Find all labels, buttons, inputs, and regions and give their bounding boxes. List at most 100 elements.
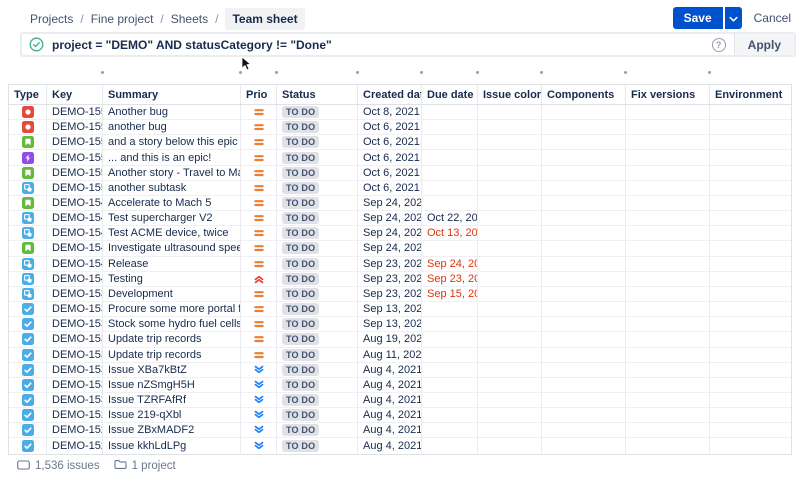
cell-due-date[interactable]: Oct 22, 2021	[422, 211, 478, 226]
cell-issue-color[interactable]	[478, 271, 542, 286]
cell-key[interactable]: DEMO-1538	[47, 302, 103, 317]
cell-priority[interactable]	[241, 438, 277, 454]
cell-issue-color[interactable]	[478, 105, 542, 120]
cell-priority[interactable]	[241, 302, 277, 317]
cell-status[interactable]: TO DO	[277, 392, 358, 408]
cell-type[interactable]	[9, 211, 47, 226]
cell-components[interactable]	[542, 180, 626, 195]
cell-key[interactable]: DEMO-1527	[47, 438, 103, 454]
cell-due-date[interactable]	[422, 180, 478, 195]
cell-issue-color[interactable]	[478, 438, 542, 454]
cell-components[interactable]	[542, 377, 626, 392]
cell-components[interactable]	[542, 105, 626, 120]
cell-key[interactable]: DEMO-1552	[47, 150, 103, 165]
cell-priority[interactable]	[241, 286, 277, 302]
cell-fix-versions[interactable]	[626, 362, 710, 377]
cell-issue-color[interactable]	[478, 180, 542, 195]
cell-fix-versions[interactable]	[626, 150, 710, 165]
cell-issue-color[interactable]	[478, 241, 542, 256]
cell-key[interactable]: DEMO-1550	[47, 180, 103, 195]
cell-priority[interactable]	[241, 211, 277, 226]
cell-environment[interactable]	[710, 135, 793, 149]
cell-components[interactable]	[542, 150, 626, 165]
cell-summary[interactable]: Investigate ultrasound speedometer !	[103, 241, 241, 256]
cell-due-date[interactable]	[422, 377, 478, 392]
cell-due-date[interactable]	[422, 408, 478, 423]
cell-status[interactable]: TO DO	[277, 150, 358, 165]
cell-summary[interactable]: Issue nZSmgH5H	[103, 377, 241, 392]
jql-query-input[interactable]: project = "DEMO" AND statusCategory != "…	[52, 37, 332, 52]
cell-due-date[interactable]	[422, 362, 478, 377]
cell-summary[interactable]: Issue TZRFAfRf	[103, 392, 241, 408]
cell-summary[interactable]: Another story - Travel to Mars, quic...	[103, 165, 241, 180]
question-circle-icon[interactable]: ?	[711, 37, 726, 52]
cell-status[interactable]: TO DO	[277, 165, 358, 180]
column-header-issue-color[interactable]: Issue color	[478, 85, 542, 104]
cell-components[interactable]	[542, 226, 626, 241]
cell-environment[interactable]	[710, 287, 793, 301]
cell-due-date[interactable]	[422, 438, 478, 454]
cell-fix-versions[interactable]	[626, 271, 710, 286]
cell-summary[interactable]: Issue XBa7kBtZ	[103, 362, 241, 377]
cell-summary[interactable]: Development	[103, 286, 241, 302]
cell-created-date[interactable]: Oct 6, 2021	[358, 120, 422, 135]
column-resize-handle[interactable]	[539, 71, 543, 74]
cell-summary[interactable]: Issue 219-qXbl	[103, 408, 241, 423]
cell-created-date[interactable]: Sep 24, 2021	[358, 241, 422, 256]
cell-status[interactable]: TO DO	[277, 438, 358, 454]
cell-fix-versions[interactable]	[626, 180, 710, 195]
column-resize-handle[interactable]	[419, 71, 423, 74]
cell-components[interactable]	[542, 120, 626, 135]
cell-key[interactable]: DEMO-1531	[47, 377, 103, 392]
cell-fix-versions[interactable]	[626, 226, 710, 241]
column-header-summary[interactable]: Summary	[103, 85, 241, 104]
cell-due-date[interactable]: Sep 15, 2021	[422, 286, 478, 302]
breadcrumb-current[interactable]: Team sheet	[225, 8, 305, 30]
cell-type[interactable]	[9, 120, 47, 135]
cell-key[interactable]: DEMO-1547	[47, 195, 103, 211]
cell-due-date[interactable]: Sep 24, 2021	[422, 256, 478, 271]
cell-created-date[interactable]: Oct 6, 2021	[358, 180, 422, 195]
cell-issue-color[interactable]	[478, 135, 542, 150]
cell-status[interactable]: TO DO	[277, 408, 358, 423]
cell-status[interactable]: TO DO	[277, 135, 358, 150]
cell-due-date[interactable]	[422, 392, 478, 408]
cell-environment[interactable]	[710, 166, 793, 180]
cell-status[interactable]: TO DO	[277, 302, 358, 317]
column-resize-handle[interactable]	[274, 71, 278, 74]
cell-environment[interactable]	[710, 363, 793, 377]
cell-type[interactable]	[9, 135, 47, 150]
cell-priority[interactable]	[241, 120, 277, 135]
column-header-created-date[interactable]: Created date	[358, 85, 422, 104]
cell-issue-color[interactable]	[478, 423, 542, 438]
cell-components[interactable]	[542, 347, 626, 362]
column-header-key[interactable]: Key	[47, 85, 103, 104]
cell-priority[interactable]	[241, 241, 277, 256]
cell-type[interactable]	[9, 180, 47, 195]
cell-fix-versions[interactable]	[626, 347, 710, 362]
cell-created-date[interactable]: Aug 4, 2021	[358, 438, 422, 454]
cell-issue-color[interactable]	[478, 302, 542, 317]
cell-environment[interactable]	[710, 393, 793, 407]
cell-status[interactable]: TO DO	[277, 286, 358, 302]
cell-created-date[interactable]: Aug 4, 2021	[358, 423, 422, 438]
cell-issue-color[interactable]	[478, 195, 542, 211]
cell-priority[interactable]	[241, 135, 277, 150]
cell-created-date[interactable]: Aug 19, 2021	[358, 332, 422, 347]
cell-priority[interactable]	[241, 165, 277, 180]
column-resize-handle[interactable]	[100, 71, 104, 74]
cell-type[interactable]	[9, 423, 47, 438]
cell-due-date[interactable]	[422, 195, 478, 211]
cell-fix-versions[interactable]	[626, 135, 710, 150]
cell-key[interactable]: DEMO-1546	[47, 211, 103, 226]
cell-components[interactable]	[542, 241, 626, 256]
cell-components[interactable]	[542, 165, 626, 180]
cell-due-date[interactable]	[422, 150, 478, 165]
cell-key[interactable]: DEMO-1539	[47, 286, 103, 302]
column-header-environment[interactable]: Environment	[715, 88, 783, 101]
cell-summary[interactable]: Test supercharger V2	[103, 211, 241, 226]
cell-due-date[interactable]	[422, 317, 478, 332]
cell-due-date[interactable]	[422, 120, 478, 135]
cell-issue-color[interactable]	[478, 256, 542, 271]
cell-environment[interactable]	[710, 211, 793, 225]
